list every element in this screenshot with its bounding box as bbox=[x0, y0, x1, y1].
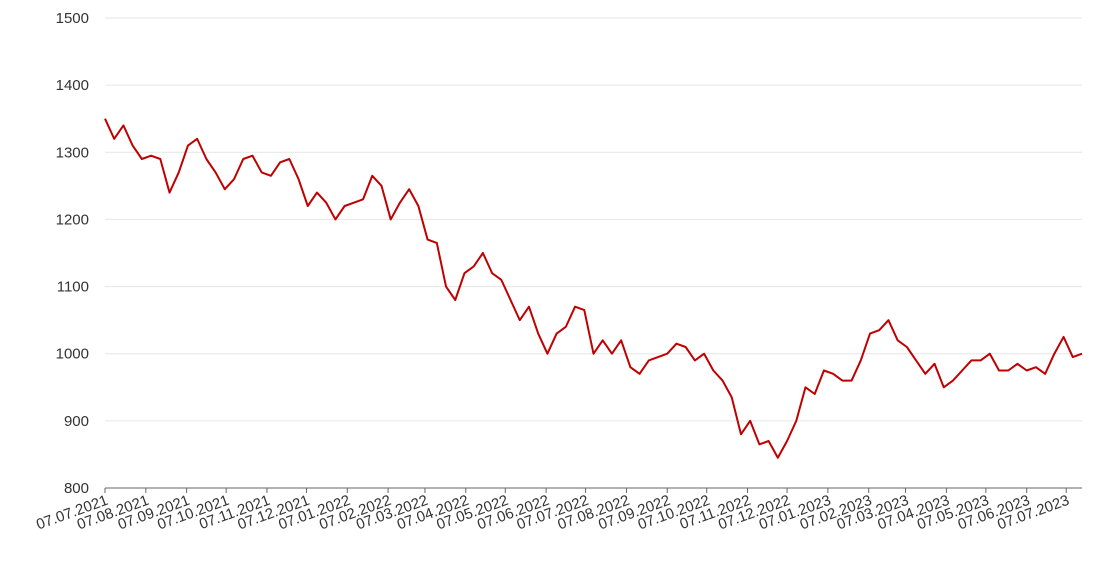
y-tick-label: 1400 bbox=[56, 77, 89, 94]
y-tick-label: 1500 bbox=[56, 10, 89, 27]
y-tick-label: 1100 bbox=[57, 279, 89, 296]
y-tick-label: 800 bbox=[64, 480, 89, 497]
line bbox=[104, 118, 1083, 459]
y-tick-label: 1300 bbox=[56, 144, 89, 161]
y-tick-label: 900 bbox=[64, 413, 89, 430]
y-tick-label: 1000 bbox=[56, 346, 89, 363]
y-tick-label: 1200 bbox=[56, 211, 89, 228]
